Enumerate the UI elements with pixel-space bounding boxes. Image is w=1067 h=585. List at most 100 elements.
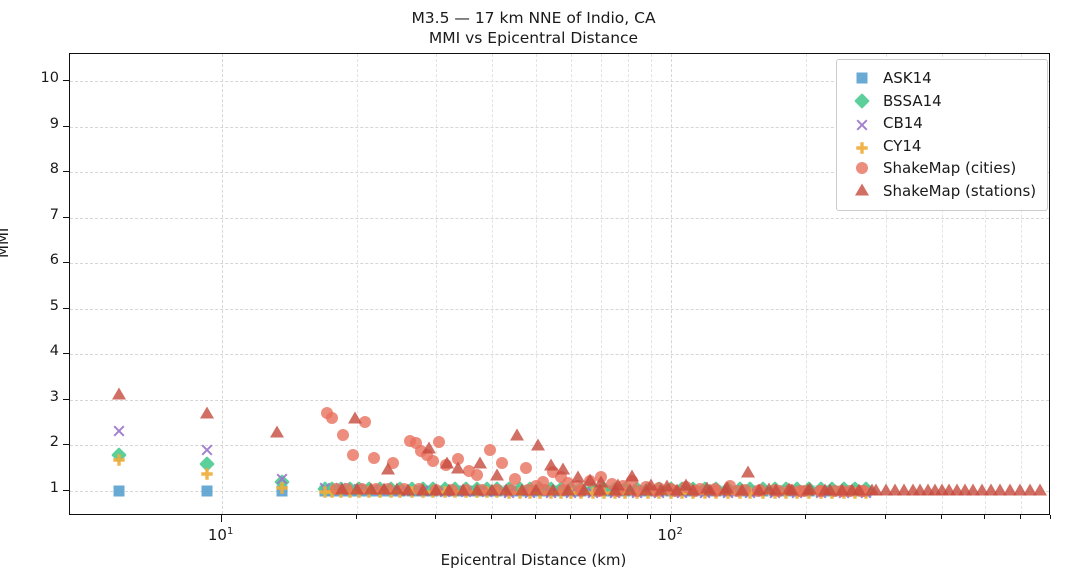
legend-item-shakemap-stations[interactable]: ShakeMap (stations) bbox=[847, 180, 1037, 203]
marker-triangle bbox=[349, 482, 364, 495]
marker-triangle bbox=[347, 411, 362, 424]
marker-triangle bbox=[470, 483, 484, 496]
y-axis-tick-label: 7 bbox=[49, 206, 59, 223]
marker-triangle bbox=[510, 428, 525, 441]
marker-triangle bbox=[545, 483, 560, 496]
gridline-vertical bbox=[436, 54, 438, 514]
legend-item-cb14[interactable]: CB14 bbox=[847, 112, 1037, 135]
marker-triangle bbox=[334, 482, 349, 495]
y-axis-tick-label: 9 bbox=[49, 115, 59, 132]
gridline-horizontal bbox=[70, 263, 1049, 265]
x-axis-tick bbox=[491, 515, 493, 519]
marker-triangle bbox=[782, 482, 797, 495]
gridline-vertical bbox=[885, 54, 887, 514]
legend-item-bssa14[interactable]: BSSA14 bbox=[847, 90, 1037, 113]
marker-triangle bbox=[801, 483, 816, 496]
marker-triangle bbox=[389, 482, 404, 495]
marker-triangle bbox=[718, 483, 733, 496]
marker-triangle bbox=[561, 483, 576, 496]
marker-triangle bbox=[823, 483, 838, 496]
marker-plus bbox=[856, 139, 869, 154]
marker-triangle bbox=[440, 456, 455, 469]
gridline-vertical bbox=[671, 54, 673, 514]
marker-triangle bbox=[364, 482, 379, 495]
legend-item-cy14[interactable]: CY14 bbox=[847, 135, 1037, 158]
x-axis-tick bbox=[600, 515, 602, 519]
marker-triangle bbox=[625, 469, 640, 482]
marker-triangle bbox=[472, 456, 487, 469]
marker-triangle bbox=[752, 483, 767, 496]
marker-triangle bbox=[594, 475, 609, 488]
marker-triangle bbox=[934, 483, 949, 496]
gridline-vertical bbox=[571, 54, 573, 514]
marker-triangle bbox=[643, 478, 658, 491]
gridline-vertical bbox=[627, 54, 629, 514]
y-axis-tick bbox=[63, 125, 69, 127]
gridline-horizontal bbox=[70, 354, 1049, 356]
gridline-vertical bbox=[985, 54, 987, 514]
marker-triangle bbox=[499, 483, 514, 496]
y-axis-tick-label: 6 bbox=[49, 252, 59, 269]
marker-triangle bbox=[949, 483, 964, 496]
gridline-horizontal bbox=[70, 399, 1049, 401]
marker-triangle bbox=[957, 483, 972, 496]
y-axis-tick bbox=[63, 444, 69, 446]
marker-triangle bbox=[865, 483, 880, 496]
marker-triangle bbox=[768, 483, 783, 496]
marker-triangle bbox=[514, 483, 529, 496]
y-axis-tick bbox=[63, 216, 69, 218]
marker-triangle bbox=[803, 482, 818, 495]
marker-triangle bbox=[905, 483, 920, 496]
gridline-horizontal bbox=[70, 81, 1049, 83]
gridline-vertical bbox=[221, 54, 223, 514]
marker-triangle bbox=[868, 483, 883, 496]
marker-triangle bbox=[975, 483, 990, 496]
legend-label: ShakeMap (stations) bbox=[883, 181, 1037, 200]
y-axis-tick bbox=[63, 307, 69, 309]
marker-triangle bbox=[897, 483, 912, 496]
marker-triangle bbox=[111, 387, 126, 400]
marker-triangle bbox=[740, 465, 755, 478]
marker-triangle bbox=[920, 483, 935, 496]
marker-triangle bbox=[415, 483, 430, 496]
gridline-vertical bbox=[1020, 54, 1022, 514]
y-axis-tick-label: 10 bbox=[40, 70, 59, 87]
marker-triangle bbox=[702, 483, 717, 496]
y-axis-tick-label: 5 bbox=[49, 297, 59, 314]
y-axis-tick bbox=[63, 398, 69, 400]
marker-triangle bbox=[818, 483, 833, 496]
y-axis-tick-label: 2 bbox=[49, 434, 59, 451]
marker-triangle bbox=[761, 482, 776, 495]
x-axis-tick bbox=[1050, 515, 1051, 519]
legend-item-ask14[interactable]: ASK14 bbox=[847, 67, 1037, 90]
gridline-horizontal bbox=[70, 126, 1049, 128]
x-axis-tick-label: 102 bbox=[657, 526, 683, 544]
marker-triangle bbox=[401, 483, 416, 496]
marker-diamond bbox=[854, 92, 870, 109]
marker-triangle bbox=[719, 481, 734, 494]
marker-triangle bbox=[852, 483, 867, 496]
marker-square bbox=[856, 72, 868, 84]
gridline-vertical bbox=[356, 54, 358, 514]
y-axis-tick-label: 8 bbox=[49, 161, 59, 178]
legend-label: ASK14 bbox=[883, 69, 932, 88]
chart-title: M3.5 — 17 km NNE of Indio, CA MMI vs Epi… bbox=[0, 8, 1067, 49]
x-axis-tick bbox=[805, 515, 807, 519]
x-axis-tick bbox=[534, 515, 536, 519]
x-axis-tick bbox=[570, 515, 572, 519]
marker-triangle bbox=[855, 183, 869, 196]
marker-triangle bbox=[984, 483, 999, 496]
legend-item-shakemap-cities[interactable]: ShakeMap (cities) bbox=[847, 157, 1037, 180]
marker-circle bbox=[856, 162, 868, 175]
marker-triangle bbox=[381, 463, 396, 476]
x-axis-tick-label: 101 bbox=[207, 526, 234, 544]
legend-marker bbox=[847, 136, 877, 156]
legend-label: ShakeMap (cities) bbox=[883, 159, 1017, 178]
legend[interactable]: ASK14 BSSA14 CB14 CY14 ShakeMap (cities) Shak… bbox=[836, 59, 1048, 211]
legend-label: CB14 bbox=[883, 114, 923, 133]
marker-triangle bbox=[679, 478, 694, 491]
marker-triangle bbox=[450, 461, 465, 474]
x-axis-tick bbox=[984, 515, 986, 519]
y-axis-tick bbox=[63, 171, 69, 173]
x-axis-tick bbox=[884, 515, 886, 519]
